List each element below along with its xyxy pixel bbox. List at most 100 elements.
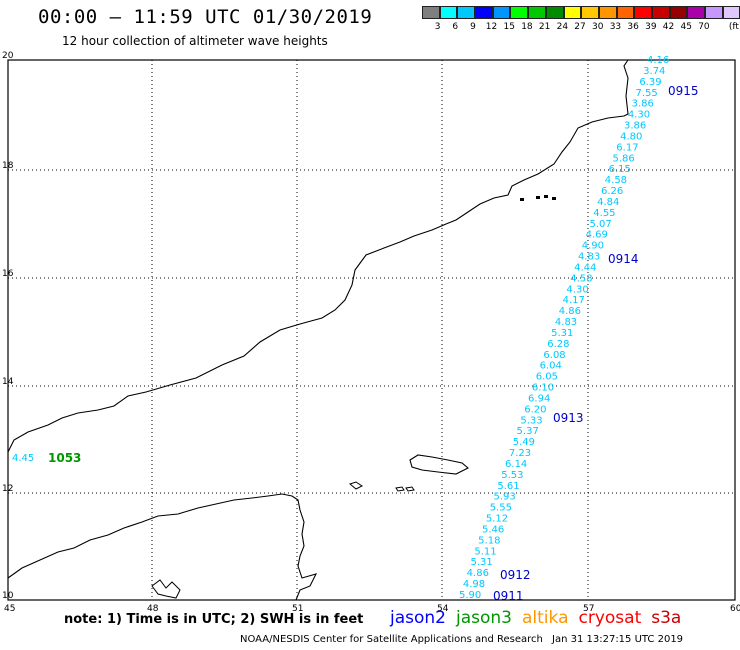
map-title: 00:00 – 11:59 UTC 01/30/2019	[38, 6, 373, 28]
wave-height-value: 4.83	[555, 317, 577, 328]
island	[544, 195, 548, 198]
wave-height-value: 4.86	[559, 306, 581, 317]
wave-height-value: 6.04	[540, 361, 562, 372]
wave-height-value: 4.98	[463, 579, 485, 590]
coastline-somalia	[7, 493, 318, 601]
wave-height-value: 6.26	[601, 186, 623, 197]
wave-height-value: 3.86	[624, 121, 646, 132]
generated-timestamp: Jan 31 13:27:15 UTC 2019	[552, 634, 684, 645]
wave-height-value: 3.74	[643, 66, 665, 77]
coastline	[7, 59, 629, 453]
pass-label-jason3: 1053	[48, 451, 81, 465]
wave-height-value: 4.17	[563, 295, 585, 306]
scale-label: 33	[609, 22, 622, 32]
wave-height-value: 5.49	[513, 437, 535, 448]
pass-label: 0915	[668, 84, 699, 98]
wave-height-value: 5.07	[589, 219, 611, 230]
scale-label: 30	[592, 22, 604, 32]
pass-label: 0911	[493, 589, 524, 603]
scale-label: 9	[470, 22, 476, 32]
wave-height-value: 7.55	[635, 88, 657, 99]
scale-label: 21	[538, 22, 551, 32]
wave-height-value: 4.84	[597, 197, 619, 208]
scale-label: 3	[434, 22, 441, 32]
wave-height-value: 4.69	[586, 230, 608, 241]
wave-height-value: 4.30	[566, 284, 588, 295]
wave-height-value: 4.58	[605, 175, 627, 186]
wave-height-value: 7.23	[509, 448, 531, 459]
wave-height-value: 4.45	[12, 453, 34, 464]
lon-label: 54	[437, 604, 449, 614]
scale-label: 6	[452, 22, 459, 32]
island	[405, 486, 415, 492]
lon-label: 45	[4, 604, 15, 614]
wave-height-value: 5.61	[497, 481, 519, 492]
island-socotra	[409, 454, 469, 475]
scale-label: 12	[485, 22, 498, 32]
scale-label: 15	[503, 22, 515, 32]
wave-height-value: 6.28	[547, 339, 569, 350]
map-frame	[7, 59, 736, 601]
pass-label: 0913	[553, 411, 584, 425]
legend-altika: altika	[522, 608, 569, 628]
wave-height-value: 5.90	[459, 590, 481, 601]
lat-label: 14	[2, 377, 14, 387]
wave-height-value: 6.17	[616, 142, 638, 153]
wave-height-value: 3.86	[632, 99, 654, 110]
wave-height-value: 5.86	[612, 153, 634, 164]
scale-swatch	[634, 6, 652, 19]
lat-label: 12	[2, 484, 13, 494]
pass-label: 0914	[608, 252, 639, 266]
lat-label: 10	[2, 591, 14, 601]
footer-note: note: 1) Time is in UTC; 2) SWH is in fe…	[64, 612, 364, 627]
pass-label: 0912	[500, 568, 531, 582]
scale-swatch	[492, 6, 511, 19]
satellite-legend: jason2 jason3 altika cryosat s3a	[390, 608, 691, 628]
wave-height-value: 6.14	[505, 459, 527, 470]
wave-height-value: 6.39	[639, 77, 661, 88]
wave-height-value: 4.83	[578, 252, 600, 263]
scale-swatch	[545, 6, 564, 19]
wave-height-value: 4.44	[574, 262, 596, 273]
legend-jason3: jason3	[456, 608, 512, 628]
wave-height-value: 6.15	[609, 164, 631, 175]
map-subtitle: 12 hour collection of altimeter wave hei…	[62, 34, 328, 48]
wave-height-value: 4.90	[582, 241, 604, 252]
wave-height-value: 5.37	[517, 426, 539, 437]
wave-height-value: 5.55	[490, 503, 512, 514]
scale-swatch	[705, 6, 723, 19]
scale-swatch	[510, 6, 529, 19]
wave-height-value: 6.08	[543, 350, 565, 361]
island	[536, 196, 540, 199]
scale-label: 27	[574, 22, 586, 32]
scale-swatch	[669, 6, 688, 19]
legend-s3a: s3a	[651, 608, 682, 628]
wave-height-value: 6.05	[536, 372, 558, 383]
scale-swatch	[616, 6, 635, 19]
scale-label: 70	[698, 22, 710, 32]
island	[520, 198, 524, 201]
legend-jason2: jason2	[390, 608, 446, 628]
scale-swatch	[581, 6, 599, 19]
credit-line: NOAA/NESDIS Center for Satellite Applica…	[240, 634, 543, 645]
color-scale	[422, 6, 740, 19]
scale-label: 18	[521, 22, 533, 32]
wave-height-value: 5.31	[471, 557, 493, 568]
wave-height-value: 5.11	[474, 546, 496, 557]
scale-label: 36	[627, 22, 639, 32]
scale-swatch	[651, 6, 670, 19]
wave-height-value: 5.33	[520, 415, 542, 426]
wave-height-value: 6.10	[532, 383, 554, 394]
scale-label: 45	[680, 22, 692, 32]
lat-label: 20	[2, 51, 14, 61]
scale-label: 42	[662, 22, 675, 32]
wave-height-value: 6.20	[524, 404, 546, 415]
wave-height-value: 6.94	[528, 393, 550, 404]
wave-height-value: 4.30	[628, 110, 650, 121]
lon-label: 51	[292, 604, 303, 614]
coastline-detail	[151, 579, 181, 599]
legend-cryosat: cryosat	[578, 608, 642, 628]
wave-height-value: 5.18	[478, 535, 500, 546]
